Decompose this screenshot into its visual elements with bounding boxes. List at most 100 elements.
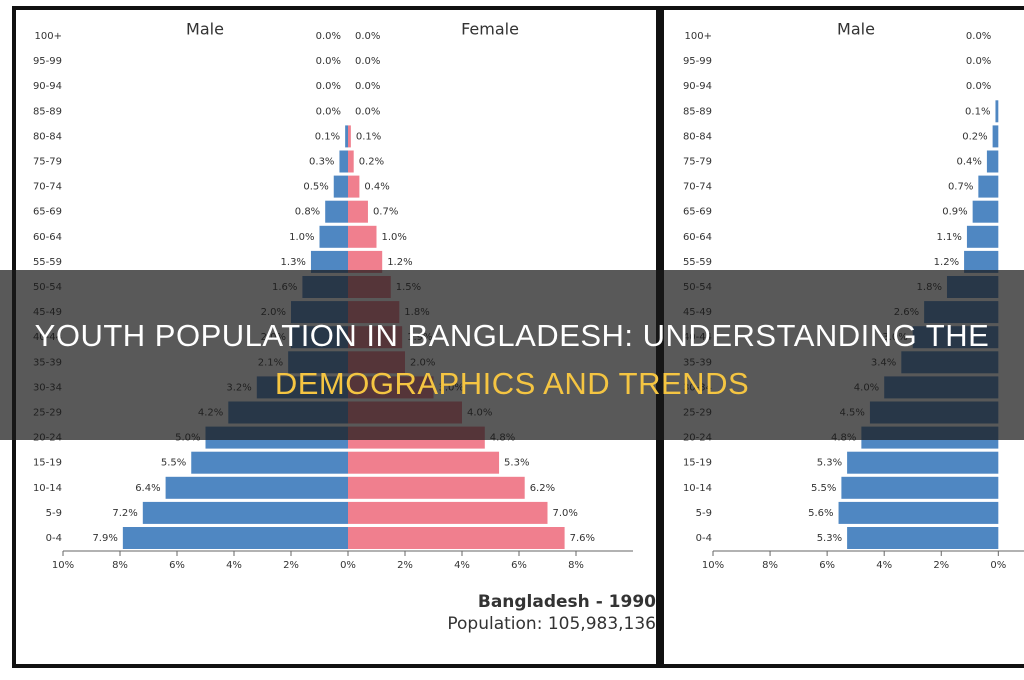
age-label: 75-79 (33, 157, 62, 168)
value-label: 0.8% (295, 207, 320, 218)
bar (992, 125, 999, 148)
value-label: 1.0% (382, 232, 407, 243)
age-label: 55-59 (33, 257, 62, 268)
age-label: 95-99 (683, 56, 712, 67)
headline-highlight: DEMOGRAPHICS AND TRENDS (274, 366, 750, 401)
bar (348, 250, 383, 273)
age-label: 0-4 (696, 533, 712, 544)
bar (348, 150, 354, 173)
value-label: 5.3% (504, 458, 529, 469)
age-label: 10-14 (33, 483, 62, 494)
bar (995, 100, 999, 123)
age-label: 85-89 (33, 106, 62, 117)
side-title: Male (186, 20, 224, 39)
age-label: 60-64 (33, 232, 62, 243)
value-label: 0.3% (309, 157, 334, 168)
bar (348, 125, 351, 148)
value-label: 0.0% (966, 81, 991, 92)
age-label: 70-74 (33, 182, 62, 193)
age-label: 80-84 (33, 131, 62, 142)
bar (847, 451, 999, 474)
age-label: 5-9 (696, 508, 712, 519)
age-label: 85-89 (683, 106, 712, 117)
bar (122, 527, 348, 549)
x-tick-label: 6% (819, 560, 835, 571)
value-label: 0.2% (962, 131, 987, 142)
bar (348, 527, 565, 549)
value-label: 7.2% (112, 508, 137, 519)
age-label: 0-4 (46, 533, 62, 544)
value-label: 0.7% (373, 207, 398, 218)
age-label: 65-69 (683, 207, 712, 218)
age-label: 15-19 (33, 458, 62, 469)
value-label: 6.4% (135, 483, 160, 494)
x-tick-label: 10% (52, 560, 74, 571)
age-label: 10-14 (683, 483, 712, 494)
bar (348, 451, 500, 474)
value-label: 5.5% (161, 458, 186, 469)
age-label: 15-19 (683, 458, 712, 469)
side-title: Female (461, 20, 519, 39)
value-label: 0.4% (364, 182, 389, 193)
value-label: 1.3% (281, 257, 306, 268)
x-tick-label: 2% (397, 560, 413, 571)
bar (978, 175, 999, 198)
value-label: 5.6% (808, 508, 833, 519)
x-tick-label: 2% (283, 560, 299, 571)
value-label: 0.7% (948, 182, 973, 193)
x-tick-label: 4% (226, 560, 242, 571)
x-tick-label: 8% (568, 560, 584, 571)
footer-title: Bangladesh - 1990 (478, 592, 656, 612)
bar (348, 476, 525, 499)
bar (972, 200, 999, 223)
bar (339, 150, 348, 173)
x-tick-label: 6% (169, 560, 185, 571)
value-label: 0.1% (356, 131, 381, 142)
bar (310, 250, 348, 273)
x-tick-label: 0% (990, 560, 1006, 571)
bar (841, 476, 999, 499)
value-label: 0.4% (957, 157, 982, 168)
value-label: 0.1% (965, 106, 990, 117)
value-label: 0.0% (316, 31, 341, 42)
age-label: 5-9 (46, 508, 62, 519)
value-label: 5.3% (817, 533, 842, 544)
bar (191, 451, 348, 474)
value-label: 0.0% (355, 56, 380, 67)
value-label: 0.5% (303, 182, 328, 193)
value-label: 6.2% (530, 483, 555, 494)
value-label: 0.0% (966, 56, 991, 67)
value-label: 0.1% (315, 131, 340, 142)
bar (966, 225, 999, 248)
bar (986, 150, 999, 173)
bar (348, 501, 548, 524)
bar (348, 200, 368, 223)
side-title: Male (837, 20, 875, 39)
age-label: 100+ (685, 31, 712, 42)
age-label: 90-94 (683, 81, 712, 92)
value-label: 0.0% (316, 56, 341, 67)
value-label: 0.0% (316, 81, 341, 92)
value-label: 5.3% (817, 458, 842, 469)
x-tick-label: 4% (876, 560, 892, 571)
value-label: 0.0% (355, 31, 380, 42)
value-label: 7.6% (570, 533, 595, 544)
x-tick-label: 4% (454, 560, 470, 571)
value-label: 0.0% (355, 81, 380, 92)
bar (348, 175, 360, 198)
x-tick-label: 8% (762, 560, 778, 571)
bar (348, 225, 377, 248)
bar (319, 225, 348, 248)
bar (838, 501, 999, 524)
headline: YOUTH POPULATION IN BANGLADESH: UNDERSTA… (34, 318, 990, 353)
x-tick-label: 10% (702, 560, 724, 571)
age-label: 65-69 (33, 207, 62, 218)
bar (333, 175, 348, 198)
x-tick-label: 6% (511, 560, 527, 571)
age-label: 55-59 (683, 257, 712, 268)
value-label: 1.2% (934, 257, 959, 268)
bar (847, 527, 999, 549)
value-label: 0.9% (942, 207, 967, 218)
age-label: 70-74 (683, 182, 712, 193)
